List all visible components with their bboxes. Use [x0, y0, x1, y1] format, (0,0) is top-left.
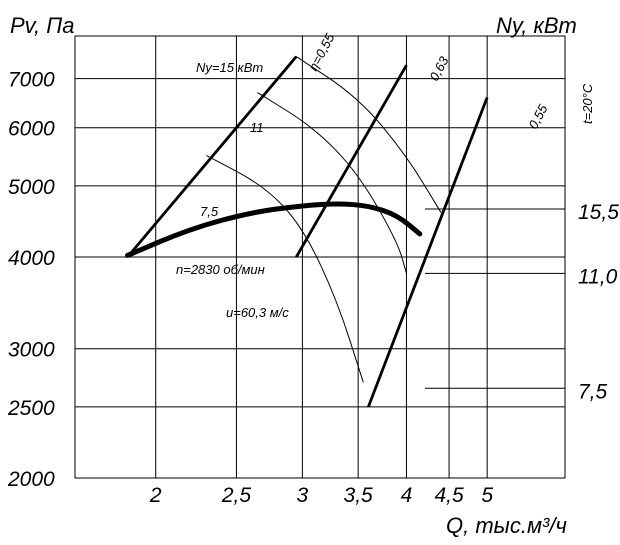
tick-labels: 2 2,5 3 3,5 4 4,5 5 2000 2500 3000 4000 5000 6000 700…: [7, 69, 619, 507]
y-tick-label: 3000: [8, 339, 55, 362]
efficiency-label-1: η=0,55: [305, 30, 337, 73]
right-tick-label: 7,5: [578, 380, 608, 403]
x-tick-label: 2,5: [221, 484, 252, 507]
power-curve: [296, 56, 442, 213]
efficiency-label-3: 0,55: [525, 101, 550, 131]
power-curve: [206, 155, 364, 383]
x-tick-label: 4: [401, 484, 413, 507]
temperature-label: t=20°C: [580, 83, 595, 124]
y-tick-label: 2500: [7, 397, 55, 420]
right-tick-label: 11,0: [578, 265, 618, 288]
power-curve: [257, 92, 407, 274]
grid: [74, 35, 566, 479]
speed-label: n=2830 об/мин: [176, 262, 265, 277]
x-tick-label: 2: [149, 484, 162, 507]
right-axis-label: Ny, кВт: [496, 13, 577, 38]
right-tick-label: 15,5: [578, 201, 619, 224]
y-tick-label: 4000: [8, 247, 55, 270]
x-tick-label: 3,5: [344, 484, 374, 507]
y-tick-label: 5000: [8, 176, 55, 199]
efficiency-line: [367, 96, 489, 408]
power-label-11: 11: [250, 120, 264, 135]
x-tick-label: 5: [481, 484, 493, 507]
x-tick-label: 4,5: [434, 484, 464, 507]
tip-speed-label: u=60,3 м/с: [226, 305, 289, 320]
efficiency-line: [295, 64, 408, 258]
power-label-15: Ny=15 кВт: [196, 60, 263, 75]
curves: [125, 55, 489, 408]
y-tick-label: 7000: [8, 69, 55, 92]
efficiency-line: [126, 55, 298, 258]
x-tick-label: 3: [297, 484, 309, 507]
pressure-curve: [125, 201, 423, 258]
power-label-7-5: 7,5: [200, 204, 219, 219]
left-axis-label: Pv, Па: [10, 13, 74, 38]
x-axis-label: Q, тыс.м³/ч: [446, 513, 567, 538]
y-tick-label: 2000: [7, 468, 55, 491]
y-tick-label: 6000: [8, 118, 55, 141]
